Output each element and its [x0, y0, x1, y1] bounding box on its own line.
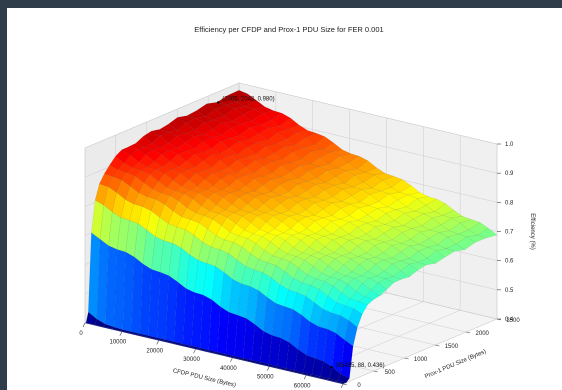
y-tick-label: 2500 — [506, 318, 520, 324]
surface-facet — [384, 276, 402, 283]
x-tick-mark — [230, 357, 233, 362]
x-tick-label: 60000 — [294, 383, 311, 389]
y-tick-mark — [466, 331, 471, 334]
x-axis-ticks: 010000200003000040000500006000070000 — [79, 322, 344, 389]
x-tick-mark — [267, 366, 270, 371]
y-axis-label: Prox-1 PDU Size (Bytes) — [424, 349, 487, 380]
annotation-label: (2005, 2043, 0.980) — [222, 96, 274, 102]
z-grid-line — [238, 82, 498, 145]
y-tick-label: 1500 — [445, 344, 459, 350]
x-tick-label: 0 — [79, 331, 83, 337]
chart-title: Efficiency per CFDP and Prox-1 PDU Size … — [194, 25, 383, 34]
annotation-marker — [330, 366, 333, 369]
surface-facet — [348, 308, 363, 328]
z-tick-label: 1.0 — [505, 142, 514, 148]
surface-facet — [344, 320, 358, 347]
x-tick-label: 40000 — [220, 366, 237, 372]
x-tick-label: 10000 — [110, 340, 127, 346]
surface-facet — [370, 282, 387, 296]
x-tick-mark — [82, 322, 86, 328]
y-tick-mark — [373, 370, 378, 373]
x-tick-mark — [156, 340, 159, 345]
x-tick-mark — [193, 349, 196, 354]
z-axis-label: Efficiency (%) — [529, 213, 535, 250]
y-tick-mark — [435, 344, 440, 347]
surface-front-edge — [85, 322, 345, 384]
surface — [84, 90, 498, 385]
y-tick-label: 500 — [385, 370, 396, 376]
x-tick-mark — [119, 331, 123, 336]
y-tick-label: 2000 — [476, 331, 490, 337]
x-tick-label: 30000 — [183, 357, 200, 363]
x-tick-label: 50000 — [257, 375, 274, 381]
z-grid-line — [84, 82, 240, 149]
z-tick-label: 0.6 — [505, 259, 514, 265]
annotations: (2005, 2043, 0.980) (65435, 88, 0.436) — [217, 96, 385, 369]
surface-facet — [426, 250, 446, 264]
y-axis-ticks: 0 500 1000 1500 2000 2500 — [342, 318, 520, 389]
y-tick-label: 0 — [357, 383, 361, 389]
y-tick-mark — [404, 357, 409, 360]
z-tick-label: 0.9 — [505, 171, 514, 177]
z-tick-label: 0.5 — [505, 288, 514, 294]
surface-facet — [364, 290, 381, 300]
y-tick-label: 1000 — [414, 357, 428, 363]
x-tick-mark — [303, 375, 307, 380]
annotation-label: (65435, 88, 0.436) — [336, 363, 385, 369]
annotation-marker — [217, 101, 220, 104]
figure: Efficiency per CFDP and Prox-1 PDU Size … — [7, 8, 562, 390]
x-grid-line — [342, 318, 498, 385]
z-tick-label: 0.4 — [505, 317, 514, 323]
z-tick-label: 0.8 — [505, 200, 514, 206]
y-tick-mark — [342, 383, 348, 386]
surface-facet — [435, 248, 456, 258]
x-tick-mark — [340, 383, 344, 389]
z-axis-ticks: 0.4 0.5 0.6 0.7 0.8 0.9 1.0 — [497, 142, 514, 323]
surface-plot: Efficiency per CFDP and Prox-1 PDU Size … — [79, 25, 535, 389]
z-tick-label: 0.7 — [505, 230, 514, 236]
x-tick-label: 20000 — [146, 348, 163, 354]
surface-facet — [417, 258, 436, 266]
